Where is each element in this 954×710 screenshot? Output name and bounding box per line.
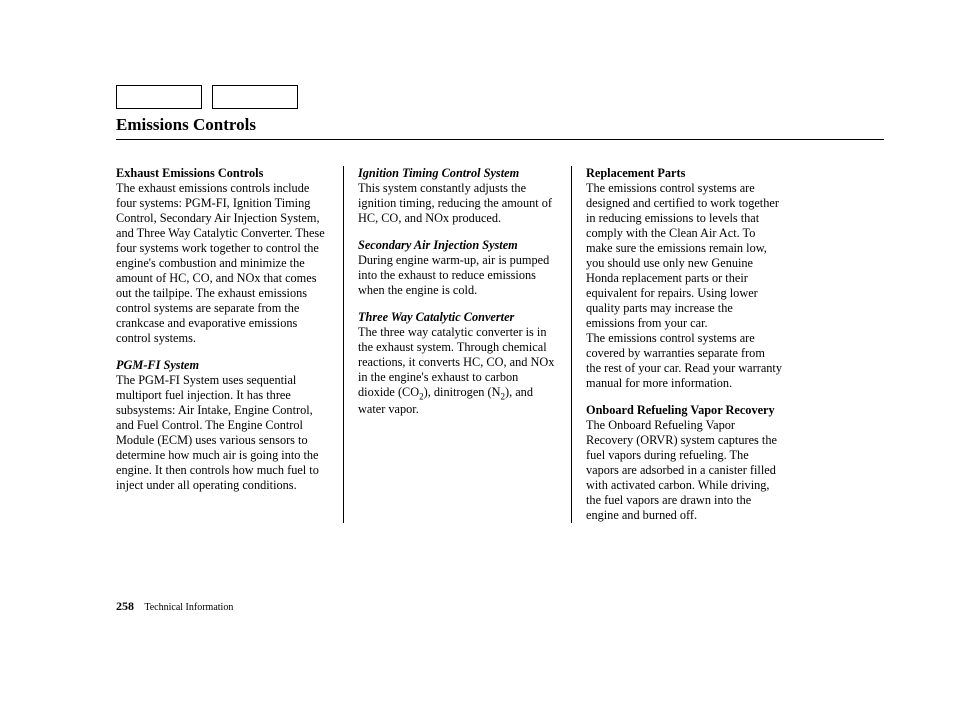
catalytic-converter-section: Three Way Catalytic Converter The three … xyxy=(358,310,557,417)
pgmfi-section: PGM-FI System The PGM-FI System uses seq… xyxy=(116,358,329,493)
exhaust-emissions-heading: Exhaust Emissions Controls xyxy=(116,166,263,180)
replacement-parts-body: The emissions control systems are design… xyxy=(586,181,779,330)
content-columns: Exhaust Emissions Controls The exhaust e… xyxy=(116,166,884,523)
replacement-parts-section: Replacement Parts The emissions control … xyxy=(586,166,782,391)
page-footer: 258 Technical Information xyxy=(116,599,233,614)
secondary-air-heading: Secondary Air Injection System xyxy=(358,238,518,252)
exhaust-emissions-body: The exhaust emissions controls include f… xyxy=(116,181,325,345)
replacement-parts-body-2: The emissions control systems are covere… xyxy=(586,331,782,390)
ignition-timing-section: Ignition Timing Control System This syst… xyxy=(358,166,557,226)
page-title: Emissions Controls xyxy=(116,115,884,140)
pgmfi-body: The PGM-FI System uses sequential multip… xyxy=(116,373,319,492)
catalytic-converter-heading: Three Way Catalytic Converter xyxy=(358,310,514,324)
column-3: Replacement Parts The emissions control … xyxy=(572,166,800,523)
header-box-2 xyxy=(212,85,298,109)
ignition-timing-body: This system constantly adjusts the ignit… xyxy=(358,181,552,225)
secondary-air-section: Secondary Air Injection System During en… xyxy=(358,238,557,298)
pgmfi-heading: PGM-FI System xyxy=(116,358,199,372)
orvr-heading: Onboard Refueling Vapor Recovery xyxy=(586,403,775,417)
secondary-air-body: During engine warm-up, air is pumped int… xyxy=(358,253,549,297)
ignition-timing-heading: Ignition Timing Control System xyxy=(358,166,519,180)
orvr-body: The Onboard Refueling Vapor Recovery (OR… xyxy=(586,418,777,522)
manual-page: Emissions Controls Exhaust Emissions Con… xyxy=(0,0,954,523)
catalytic-body-b: ), dinitrogen (N xyxy=(424,385,501,399)
replacement-parts-heading: Replacement Parts xyxy=(586,166,685,180)
footer-section-label: Technical Information xyxy=(144,602,233,613)
orvr-section: Onboard Refueling Vapor Recovery The Onb… xyxy=(586,403,782,523)
page-number: 258 xyxy=(116,599,134,613)
column-2: Ignition Timing Control System This syst… xyxy=(344,166,572,523)
column-1: Exhaust Emissions Controls The exhaust e… xyxy=(116,166,344,523)
header-box-1 xyxy=(116,85,202,109)
header-boxes xyxy=(116,85,884,109)
exhaust-emissions-section: Exhaust Emissions Controls The exhaust e… xyxy=(116,166,329,346)
